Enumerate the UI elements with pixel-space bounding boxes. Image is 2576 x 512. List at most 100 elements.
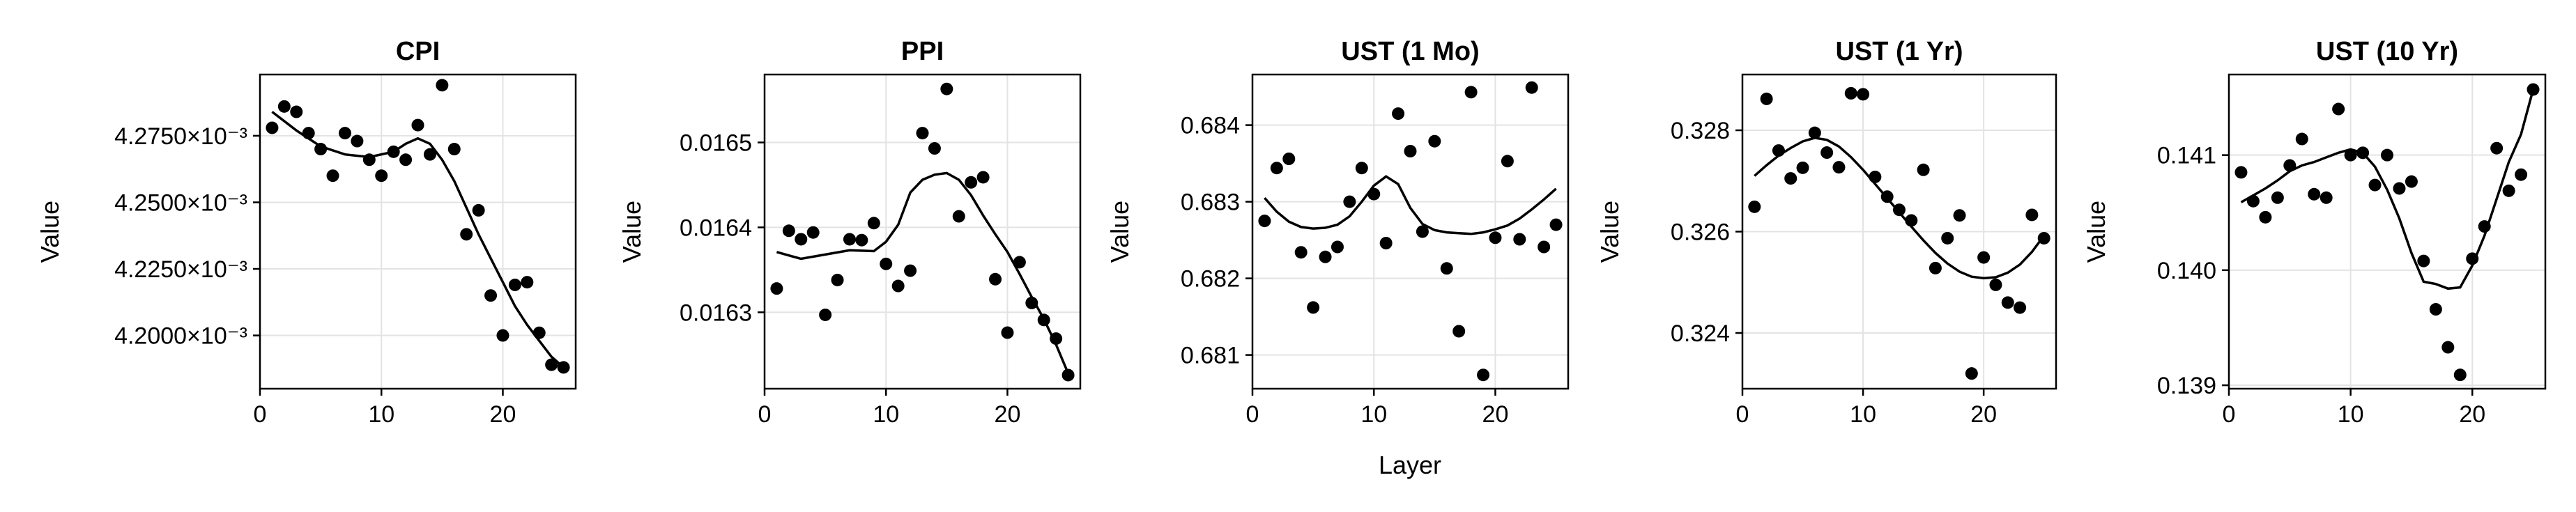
plot-frame (259, 73, 577, 390)
data-point (532, 326, 546, 339)
y-axis-label: Value (618, 201, 646, 263)
data-point (1050, 332, 1063, 346)
panel-2: 0 10 20 0.0163 0.0164 0.0165 PPI Value (618, 37, 1082, 428)
panel-title: UST (1 Mo) (1341, 37, 1479, 66)
data-point (2441, 341, 2455, 354)
y-tick-label: 0.683 (1181, 189, 1240, 216)
y-tick-label: 0.328 (1671, 118, 1730, 144)
data-point (351, 134, 364, 148)
data-point (1307, 301, 1320, 314)
data-point (1538, 240, 1551, 254)
data-point (521, 276, 534, 289)
plot-frame (1251, 73, 1570, 390)
data-point (1258, 215, 1271, 228)
y-tick-label: 0.682 (1181, 266, 1240, 293)
data-point (976, 171, 990, 184)
data-point (1270, 162, 1283, 175)
x-tick-label: 10 (368, 401, 394, 428)
data-point (1013, 256, 1026, 269)
data-point (508, 278, 521, 291)
y-tick-label: 0.141 (2157, 143, 2216, 169)
panel-1: 0 10 20 4.2000×10⁻³ 4.2250×10⁻³ 4.2500×10⁻³ 4.… (36, 37, 577, 428)
data-point (2393, 182, 2406, 195)
y-tick-label: 0.0164 (680, 215, 752, 241)
data-point (266, 121, 279, 134)
y-tick-label: 4.2250×10⁻³ (114, 256, 247, 283)
panel-title: UST (1 Yr) (1835, 37, 1963, 66)
data-point (2014, 301, 2027, 314)
data-point (1464, 86, 1478, 99)
data-point (423, 148, 436, 161)
data-point (1917, 163, 1930, 176)
data-point (472, 203, 485, 217)
data-point (2453, 369, 2467, 382)
data-point (1452, 325, 1466, 338)
data-point (1869, 170, 1882, 183)
data-point (1857, 88, 1870, 101)
data-point (387, 145, 400, 158)
data-point (2405, 175, 2418, 188)
x-tick-label: 0 (2223, 401, 2236, 428)
data-point (545, 358, 558, 371)
x-tick-label: 20 (2459, 401, 2485, 428)
panel-title: CPI (396, 37, 440, 66)
data-point (1796, 161, 1809, 174)
data-point (1784, 172, 1797, 185)
y-tick-label: 0.140 (2157, 258, 2216, 284)
shared-x-axis-label: Layer (1379, 451, 1441, 479)
data-point (1343, 195, 1356, 208)
x-tick-label: 20 (490, 401, 516, 428)
data-point (326, 169, 339, 183)
y-axis-label: Value (1595, 201, 1624, 263)
data-point (2417, 254, 2430, 267)
data-point (1941, 231, 1954, 245)
data-point (2502, 184, 2515, 197)
panel-4: 0 10 20 0.324 0.326 0.328 UST (1 Yr) Value (1595, 37, 2057, 428)
plot-frame (763, 73, 1082, 390)
data-point (1880, 190, 1894, 203)
data-point (1294, 246, 1308, 259)
data-point (1331, 240, 1344, 254)
x-tick-label: 0 (1246, 401, 1259, 428)
data-point (1977, 251, 1991, 264)
data-point (1416, 225, 1429, 238)
data-point (2037, 231, 2050, 245)
data-point (1989, 278, 2002, 291)
data-point (843, 233, 856, 246)
data-point (557, 361, 570, 374)
data-point (1489, 231, 1502, 245)
data-point (314, 143, 328, 156)
data-point (277, 100, 291, 113)
data-point (2025, 208, 2039, 222)
data-point (411, 118, 424, 132)
data-point (2332, 102, 2345, 116)
data-point (484, 289, 498, 302)
data-point (1355, 162, 1368, 175)
data-point (1501, 155, 1514, 168)
data-point (2283, 159, 2297, 172)
data-point (2320, 191, 2333, 204)
data-point (460, 228, 473, 241)
data-point (1929, 261, 1942, 274)
data-point (1404, 145, 1417, 157)
data-point (1965, 367, 1978, 380)
y-tick-label: 0.326 (1671, 219, 1730, 246)
x-tick-label: 0 (1736, 401, 1749, 428)
panel-3: 0 10 20 0.681 0.682 0.683 0.684 UST (1 Mo) Value (1105, 37, 1570, 428)
data-point (399, 153, 413, 166)
data-point (989, 272, 1002, 286)
data-point (1477, 369, 1490, 382)
y-tick-label: 0.0165 (680, 130, 752, 157)
data-point (806, 226, 820, 239)
data-point (496, 329, 509, 342)
data-point (1772, 144, 1785, 157)
x-tick-label: 20 (995, 401, 1021, 428)
x-tick-label: 20 (1970, 401, 1997, 428)
data-point (2490, 141, 2504, 155)
data-point (1319, 250, 1332, 263)
data-point (436, 79, 449, 92)
data-point (1893, 203, 1906, 217)
data-point (940, 82, 953, 95)
data-point (1820, 146, 1834, 160)
data-point (880, 257, 893, 270)
